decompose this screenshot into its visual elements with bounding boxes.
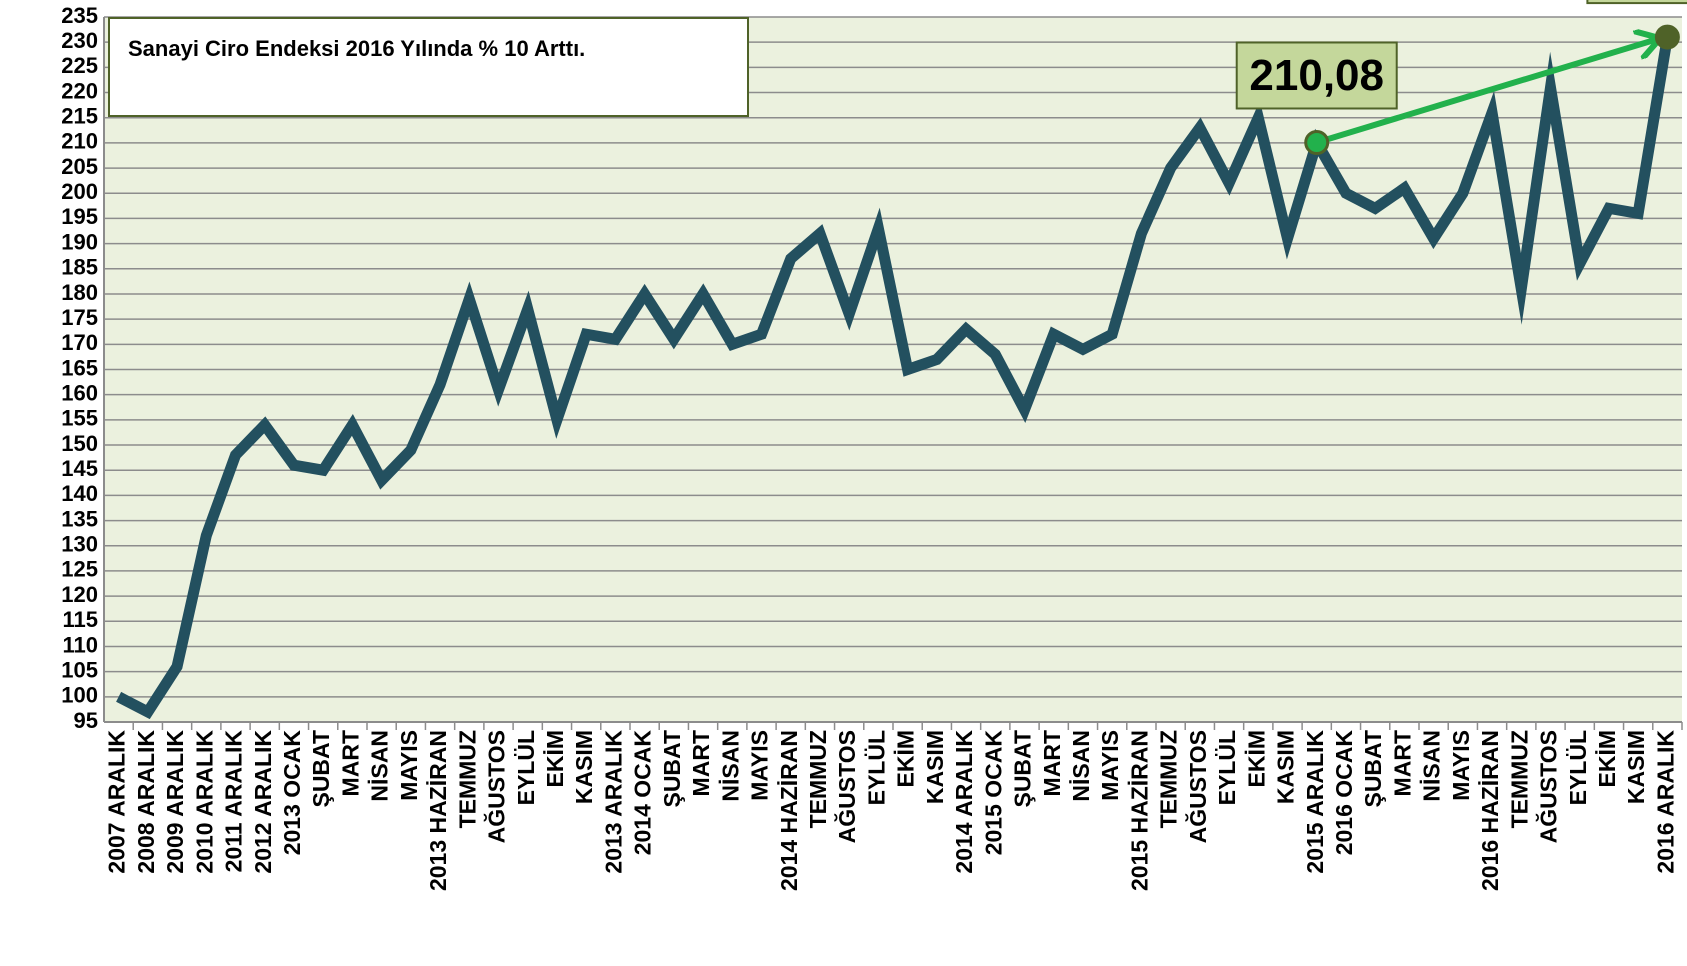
y-tick-label: 215 [61,104,98,129]
x-tick-label: MART [1039,730,1065,796]
x-tick-label: AĞUSTOS [1184,730,1211,843]
x-tick-label: ŞUBAT [659,730,685,808]
x-tick-label: EKİM [542,730,568,788]
x-tick-label: 2012 ARALIK [250,730,276,874]
y-tick-label: 115 [63,607,99,632]
y-tick-label: 125 [61,557,98,582]
y-tick-label: 100 [61,683,98,708]
y-tick-label: 130 [61,532,98,557]
x-tick-label: ŞUBAT [1010,730,1036,808]
x-tick-label: MAYIS [747,730,773,801]
x-tick-label: 2011 ARALIK [221,730,247,873]
y-tick-label: 180 [61,280,98,305]
x-tick-label: AĞUSTOS [483,730,510,843]
y-tick-label: 140 [61,481,98,506]
value-label: 210,08 [1249,51,1384,100]
x-tick-label: 2015 HAZİRAN [1126,730,1152,891]
y-tick-label: 210 [61,129,98,154]
x-tick-label: KASIM [1273,730,1299,804]
x-tick-label: EYLÜL [513,730,539,805]
highlight-point [1654,24,1680,50]
value-label-box [1235,41,1398,110]
x-tick-label: TEMMUZ [1156,730,1182,828]
x-tick-label: NİSAN [1419,730,1445,802]
y-tick-label: 150 [61,431,98,456]
x-tick-label: EKİM [893,730,919,788]
x-tick-label: EYLÜL [863,730,889,805]
x-tick-label: 2015 ARALIK [1302,730,1328,874]
x-tick-label: TEMMUZ [1506,730,1532,828]
x-tick-label: AĞUSTOS [833,730,860,843]
y-tick-label: 170 [61,330,98,355]
x-tick-label: 2013 OCAK [279,730,305,856]
x-tick-label: KASIM [571,730,597,804]
y-tick-label: 145 [61,456,98,481]
x-tick-label: 2016 ARALIK [1652,730,1678,874]
x-tick-label: MAYIS [1097,730,1123,801]
x-tick-label: EKİM [1243,730,1269,788]
x-tick-label: EKİM [1594,730,1620,788]
trend-arrow [1315,39,1658,146]
y-tick-label: 120 [61,582,98,607]
x-tick-label: 2014 OCAK [630,730,656,856]
x-tick-label: 2015 OCAK [980,730,1006,856]
x-tick-label: 2014 HAZİRAN [776,730,802,891]
x-tick-label: 2008 ARALIK [133,730,159,874]
x-tick-label: ŞUBAT [1360,730,1386,808]
y-tick-label: 190 [61,229,98,254]
y-tick-label: 165 [61,355,98,380]
x-tick-label: TEMMUZ [805,730,831,828]
x-tick-label: AĞUSTOS [1535,730,1562,843]
x-tick-label: EYLÜL [1214,730,1240,805]
x-tick-label: EYLÜL [1565,730,1591,805]
x-tick-label: 2009 ARALIK [162,730,188,874]
highlight-point [1304,129,1330,155]
title-box [108,17,749,117]
x-tick-label: 2014 ARALIK [951,730,977,874]
x-tick-label: 2016 HAZİRAN [1477,730,1503,891]
y-tick-label: 160 [61,380,98,405]
x-tick-label: 2013 ARALIK [600,730,626,874]
x-tick-label: MART [337,730,363,796]
x-tick-label: MART [688,730,714,796]
x-tick-label: MAYIS [396,730,422,801]
y-tick-label: 220 [61,78,98,103]
value-label-box [1586,0,1687,5]
y-tick-label: 205 [61,154,98,179]
x-tick-label: 2013 HAZİRAN [425,730,451,891]
y-tick-label: 155 [61,406,98,431]
y-tick-label: 95 [74,708,98,733]
data-line [116,36,1673,720]
y-tick-label: 195 [61,204,98,229]
y-tick-label: 110 [63,632,99,657]
x-tick-label: ŞUBAT [308,730,334,808]
chart-title: Sanayi Ciro Endeksi 2016 Yılında % 10 Ar… [128,36,585,61]
y-tick-label: 105 [61,657,98,682]
x-tick-label: KASIM [922,730,948,804]
y-tick-label: 230 [61,28,98,53]
x-tick-label: MART [1389,730,1415,796]
x-tick-label: TEMMUZ [454,730,480,828]
x-tick-label: 2010 ARALIK [191,730,217,874]
x-tick-label: 2016 OCAK [1331,730,1357,856]
x-tick-label: NİSAN [1068,730,1094,802]
y-tick-label: 200 [61,179,98,204]
y-tick-label: 185 [61,255,98,280]
y-tick-label: 135 [61,506,98,531]
x-tick-label: MAYIS [1448,730,1474,801]
y-tick-label: 175 [61,305,98,330]
x-tick-label: 2007 ARALIK [104,730,130,874]
x-tick-label: KASIM [1623,730,1649,804]
y-tick-label: 235 [61,3,98,28]
x-tick-label: NİSAN [717,730,743,802]
x-tick-label: NİSAN [367,730,393,802]
y-tick-label: 225 [61,53,98,78]
